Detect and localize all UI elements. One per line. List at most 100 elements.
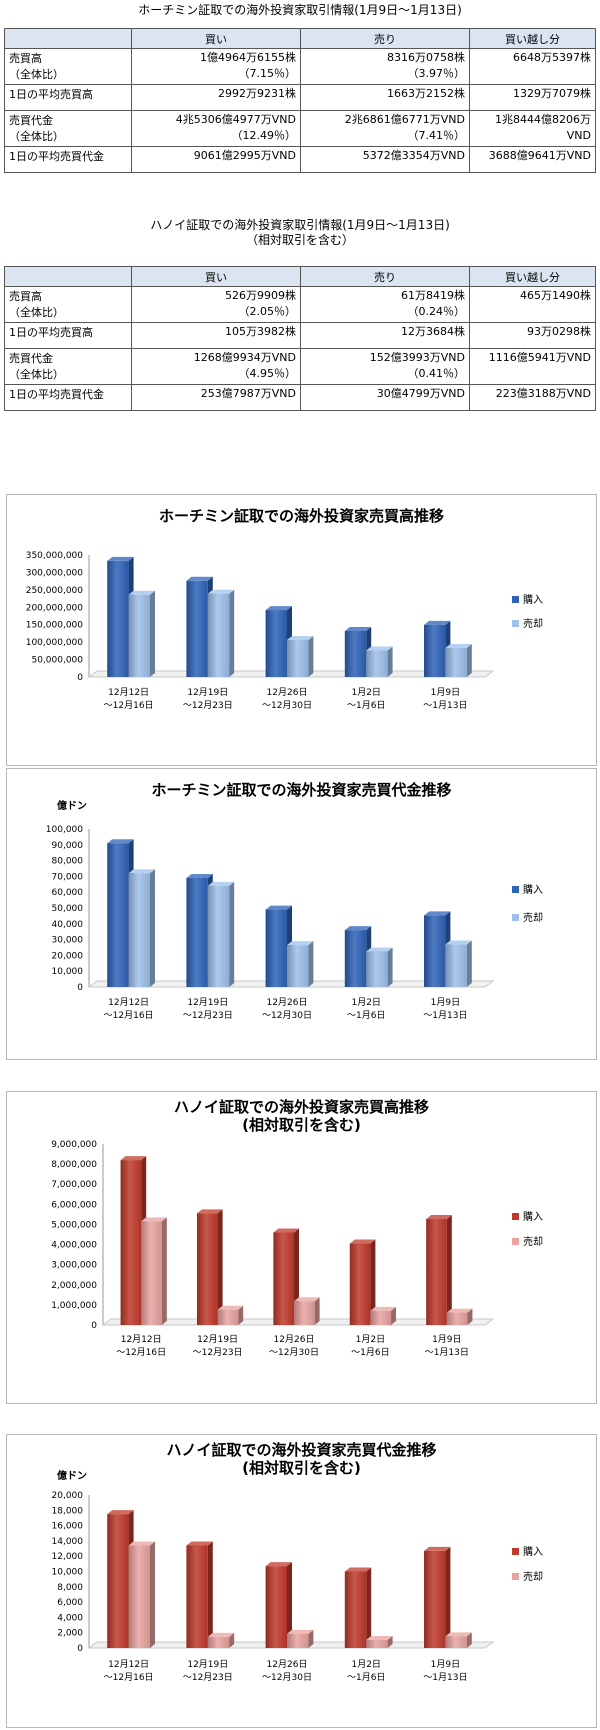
bar-top <box>287 636 314 641</box>
chart-title: ハノイ証取での海外投資家売買高推移 <box>174 1098 429 1116</box>
row-label: 1日の平均売買代金 <box>4 146 132 173</box>
bar-sell <box>207 1636 230 1648</box>
x-category-label: ～1月6日 <box>347 1010 385 1021</box>
legend-swatch <box>512 596 519 603</box>
bar-buy <box>107 560 129 677</box>
bar-top <box>128 869 155 874</box>
bar-side <box>229 589 235 677</box>
y-tick-label: 90,000 <box>52 841 84 851</box>
bar-top <box>186 576 213 581</box>
y-tick-label: 150,000,000 <box>26 621 84 631</box>
bar-buy <box>265 610 287 677</box>
chart-subtitle: (相対取引を含む) <box>242 1459 361 1477</box>
chart-svg: ハノイ証取での海外投資家売買高推移(相対取引を含む) 9,000,000 8,000… <box>51 1098 543 1358</box>
bar-side <box>446 1215 452 1325</box>
bar-top <box>344 1567 372 1572</box>
x-category-label: ～12月16日 <box>104 1010 154 1021</box>
bar-top <box>344 626 372 631</box>
bar-sell <box>445 1636 467 1648</box>
bar-top <box>294 1297 320 1302</box>
y-tick-label: 4,000 <box>57 1613 83 1623</box>
chart-title: ハノイ証取での海外投資家売買代金推移 <box>166 1441 436 1459</box>
legend-label: 購入 <box>523 883 543 896</box>
x-category-label: 1月9日 <box>432 1334 461 1345</box>
bar-side <box>149 1541 155 1648</box>
hcm-value-chart: ホーチミン証取での海外投資家売買代金推移 億ドン 100,000 90,000 80,0… <box>6 768 597 1060</box>
bar-top <box>445 644 472 649</box>
bar-side <box>466 940 472 987</box>
header-net-buy: 買い越し分 <box>469 28 596 49</box>
x-category-label: 12月26日 <box>267 1659 308 1670</box>
legend-swatch <box>512 1573 519 1580</box>
bar-sell <box>128 594 150 677</box>
x-category-label: 12月12日 <box>108 1659 149 1670</box>
x-category-label: ～1月6日 <box>351 1347 389 1358</box>
y-tick-label: 200,000,000 <box>26 603 84 613</box>
x-category-label: 1月2日 <box>351 1659 380 1670</box>
bar-top <box>424 911 451 916</box>
x-category-label: ～12月16日 <box>116 1347 166 1358</box>
bar-side <box>391 1306 397 1325</box>
table-cell: 61万8419株 （0.24％） <box>300 286 470 323</box>
bar-top <box>366 947 393 952</box>
y-tick-label: 7,000,000 <box>51 1180 97 1190</box>
table-cell: 1329万7079株 <box>469 84 596 111</box>
y-tick-label: 50,000 <box>52 904 84 914</box>
x-category-label: ～1月13日 <box>423 1672 467 1683</box>
legend-label: 購入 <box>523 593 543 606</box>
hanoi-table-subtitle: （相対取引を含む） <box>245 233 354 247</box>
bar-sell <box>445 648 467 677</box>
header-sell: 売り <box>300 28 470 49</box>
y-tick-label: 4,000,000 <box>51 1241 97 1251</box>
bar-buy <box>196 1213 218 1325</box>
row-label: 1日の平均売買高 <box>4 322 132 349</box>
x-category-label: 12月19日 <box>197 1334 238 1345</box>
bar-top <box>446 1308 473 1313</box>
x-category-label: 12月12日 <box>121 1334 162 1345</box>
bar-top <box>128 1541 155 1546</box>
y-tick-label: 10,000 <box>52 967 84 977</box>
x-category-label: 1月2日 <box>351 687 380 698</box>
bar-buy <box>344 1571 367 1648</box>
bar-top <box>445 940 472 945</box>
header-buy: 買い <box>131 266 301 287</box>
unit-label: 億ドン <box>57 1469 87 1482</box>
bar-buy <box>107 843 129 987</box>
table-cell: 4兆5306億4977万VND （12.49％） <box>131 110 301 147</box>
bar-buy <box>349 1243 371 1325</box>
bar-top <box>344 926 372 931</box>
bar-top <box>287 941 314 946</box>
bar-top <box>273 1228 299 1233</box>
chart-subtitle: (相対取引を含む) <box>242 1116 361 1134</box>
y-tick-label: 0 <box>77 983 83 993</box>
y-tick-label: 20,000 <box>52 951 84 961</box>
bar-side <box>387 947 393 987</box>
chart-title: ホーチミン証取での海外投資家売買高推移 <box>159 507 444 525</box>
y-tick-label: 80,000 <box>52 857 84 867</box>
legend-swatch <box>512 886 519 893</box>
y-tick-label: 100,000 <box>46 825 83 835</box>
legend-swatch <box>512 914 519 921</box>
y-tick-label: 100,000,000 <box>26 638 84 648</box>
bar-top <box>207 1632 235 1637</box>
bar-side <box>466 644 472 677</box>
table-cell: 1億4964万6155株 （7.15％） <box>131 48 301 85</box>
legend-swatch <box>512 1548 519 1555</box>
bar-top <box>186 1541 213 1546</box>
bar-side <box>467 1308 473 1325</box>
bar-sell <box>141 1221 162 1325</box>
bar-buy <box>107 1514 129 1648</box>
table-cell: 1663万2152株 <box>300 84 470 111</box>
bar-sell <box>287 1633 309 1648</box>
table-cell: 8316万0758株 （3.97％） <box>300 48 470 85</box>
legend-label: 購入 <box>523 1545 543 1558</box>
table-cell: 1兆8444億8206万VND <box>469 110 596 147</box>
x-category-label: ～12月16日 <box>104 1672 154 1683</box>
bar-buy <box>265 909 287 987</box>
bar-top <box>107 839 134 844</box>
x-category-label: 12月19日 <box>187 997 228 1008</box>
bar-top <box>445 1632 472 1637</box>
table-cell: 105万3982株 <box>131 322 301 349</box>
bar-sell <box>446 1312 468 1325</box>
x-category-label: ～12月23日 <box>193 1347 243 1358</box>
